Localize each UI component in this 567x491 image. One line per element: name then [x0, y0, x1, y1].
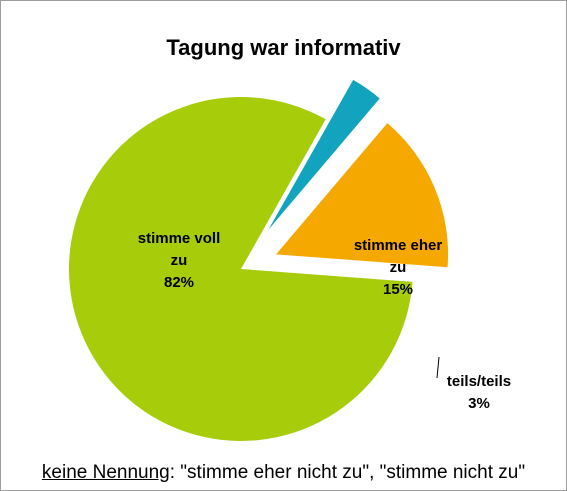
pie-slice-3: [268, 79, 380, 230]
pie-slice-2: [276, 123, 449, 268]
slice-label-line: 15%: [383, 281, 413, 298]
slice-label-line: 3%: [468, 395, 490, 412]
slice-label-line: zu: [171, 252, 188, 269]
pie-slice-1: [68, 97, 413, 442]
slice-label-line: 82%: [164, 274, 194, 291]
slice-label-line: teils/teils: [447, 373, 511, 390]
leader-line-teils: [436, 356, 440, 379]
slice-label-line: zu: [390, 259, 407, 276]
footer-text: : "stimme eher nicht zu", "stimme nicht …: [169, 462, 526, 483]
slice-label-1: stimme voll zu 82%: [138, 230, 221, 291]
footer-prefix: keine Nennung: [41, 462, 170, 483]
slice-label-2: stimme eher zu 15%: [354, 237, 443, 298]
slice-label-3: teils/teils 3%: [447, 373, 511, 412]
chart-title: Tagung war informativ: [166, 35, 401, 60]
slice-label-line: stimme voll: [138, 230, 221, 247]
footer-note: keine Nennung: "stimme eher nicht zu", "…: [1, 462, 566, 484]
slice-label-line: stimme eher: [354, 237, 443, 254]
